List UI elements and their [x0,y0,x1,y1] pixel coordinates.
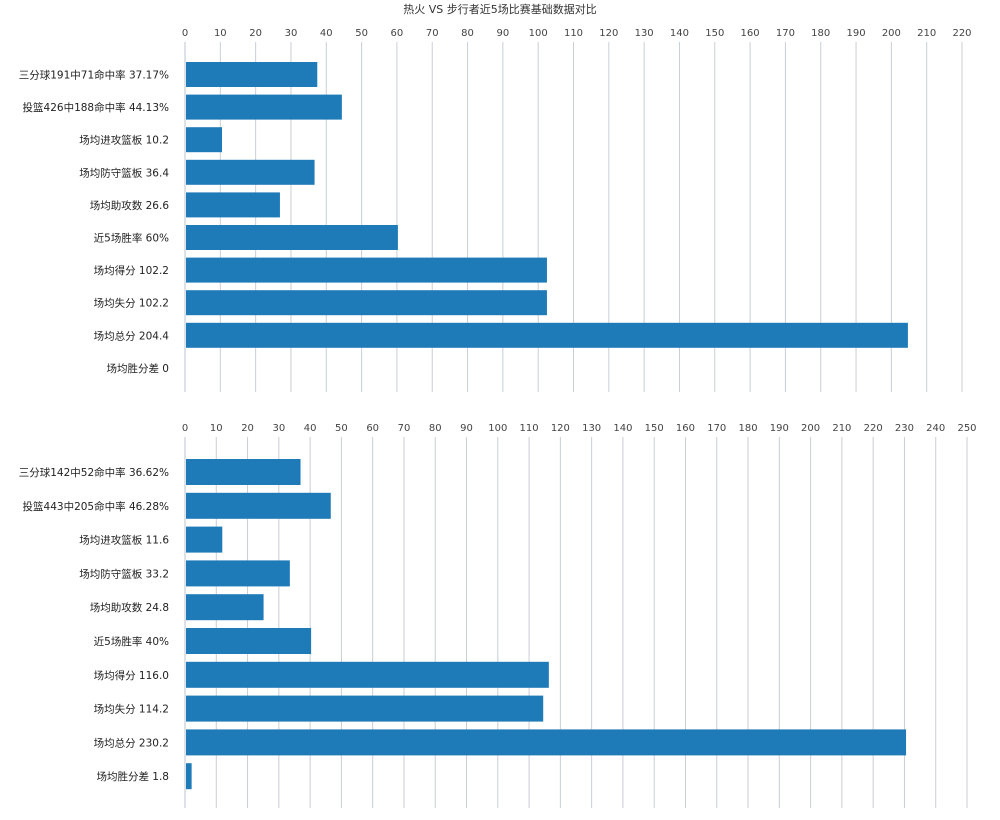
x-tick-label: 160 [676,423,695,434]
x-tick-label: 90 [496,28,509,39]
x-tick-label: 70 [398,423,411,434]
x-tick-label: 200 [882,28,901,39]
category-label: 投篮426中188命中率 44.13% [23,101,169,114]
x-tick-label: 0 [182,28,188,39]
bar-1-3[interactable] [186,560,290,587]
chart-title: 热火 VS 步行者近5场比赛基础数据对比 [403,3,597,16]
bar-1-6[interactable] [186,661,549,688]
category-label: 场均总分 230.2 [94,736,169,749]
category-label: 场均胜分差 1.8 [96,770,169,783]
bar-1-9[interactable] [186,763,192,790]
bar-0-2[interactable] [186,127,223,153]
x-tick-label: 210 [832,423,851,434]
x-tick-label: 60 [391,28,404,39]
category-label: 场均得分 102.2 [94,264,169,277]
category-label: 场均进攻篮板 11.6 [79,534,169,547]
bar-0-8[interactable] [186,322,908,348]
x-tick-label: 70 [426,28,439,39]
x-tick-label: 30 [272,423,285,434]
x-tick-label: 100 [529,28,548,39]
x-tick-label: 230 [895,423,914,434]
category-label: 场均防守篮板 36.4 [79,166,169,179]
x-tick-label: 40 [304,423,317,434]
x-tick-label: 40 [320,28,333,39]
x-tick-label: 150 [645,423,664,434]
x-tick-label: 10 [214,28,227,39]
x-tick-label: 20 [241,423,254,434]
bar-1-1[interactable] [186,492,331,519]
category-label: 三分球142中52命中率 36.62% [19,466,169,479]
x-tick-label: 240 [926,423,945,434]
x-tick-label: 50 [335,423,348,434]
x-tick-label: 210 [917,28,936,39]
x-tick-label: 140 [613,423,632,434]
x-tick-label: 60 [366,423,379,434]
bar-0-0[interactable] [186,62,318,87]
x-tick-label: 170 [776,28,795,39]
x-tick-label: 10 [210,423,223,434]
bar-0-1[interactable] [186,94,342,120]
x-tick-label: 130 [635,28,654,39]
bar-1-2[interactable] [186,526,223,553]
x-tick-label: 190 [770,423,789,434]
bar-0-6[interactable] [186,257,547,283]
category-label: 场均助攻数 24.8 [90,601,169,614]
category-label: 场均得分 116.0 [94,669,169,682]
category-label: 近5场胜率 40% [94,635,169,648]
bar-1-7[interactable] [186,695,544,722]
bar-0-7[interactable] [186,290,547,316]
x-tick-label: 170 [707,423,726,434]
bar-1-0[interactable] [186,459,301,485]
x-tick-label: 0 [182,423,188,434]
x-tick-label: 80 [461,28,474,39]
x-tick-label: 180 [811,28,830,39]
category-label: 近5场胜率 60% [94,232,169,245]
x-tick-label: 160 [741,28,760,39]
x-tick-label: 110 [564,28,583,39]
x-tick-label: 140 [670,28,689,39]
x-tick-label: 30 [285,28,298,39]
x-tick-label: 220 [952,28,971,39]
x-tick-label: 110 [520,423,539,434]
x-tick-label: 190 [846,28,865,39]
x-tick-label: 200 [801,423,820,434]
x-tick-label: 180 [738,423,757,434]
x-tick-label: 150 [705,28,724,39]
x-tick-label: 120 [551,423,570,434]
x-tick-label: 20 [249,28,262,39]
x-tick-label: 80 [429,423,442,434]
x-tick-label: 220 [864,423,883,434]
x-tick-label: 90 [460,423,473,434]
x-tick-label: 120 [599,28,618,39]
bar-1-8[interactable] [186,729,907,756]
category-label: 场均失分 114.2 [94,703,169,716]
category-label: 场均失分 102.2 [94,297,169,310]
category-label: 场均防守篮板 33.2 [79,567,169,580]
category-label: 三分球191中71命中率 37.17% [19,69,169,82]
bar-1-5[interactable] [186,628,312,654]
bar-0-4[interactable] [186,192,280,218]
category-label: 场均胜分差 0 [106,362,169,375]
bar-0-5[interactable] [186,225,398,250]
bar-0-3[interactable] [186,159,315,185]
bar-1-4[interactable] [186,594,264,621]
category-label: 场均总分 204.4 [94,329,170,342]
category-label: 场均助攻数 26.6 [90,199,170,212]
category-label: 投篮443中205命中率 46.28% [23,500,169,513]
category-label: 场均进攻篮板 10.2 [79,134,169,147]
x-tick-label: 50 [355,28,368,39]
x-tick-label: 100 [488,423,507,434]
x-tick-label: 250 [957,423,976,434]
x-tick-label: 130 [582,423,601,434]
